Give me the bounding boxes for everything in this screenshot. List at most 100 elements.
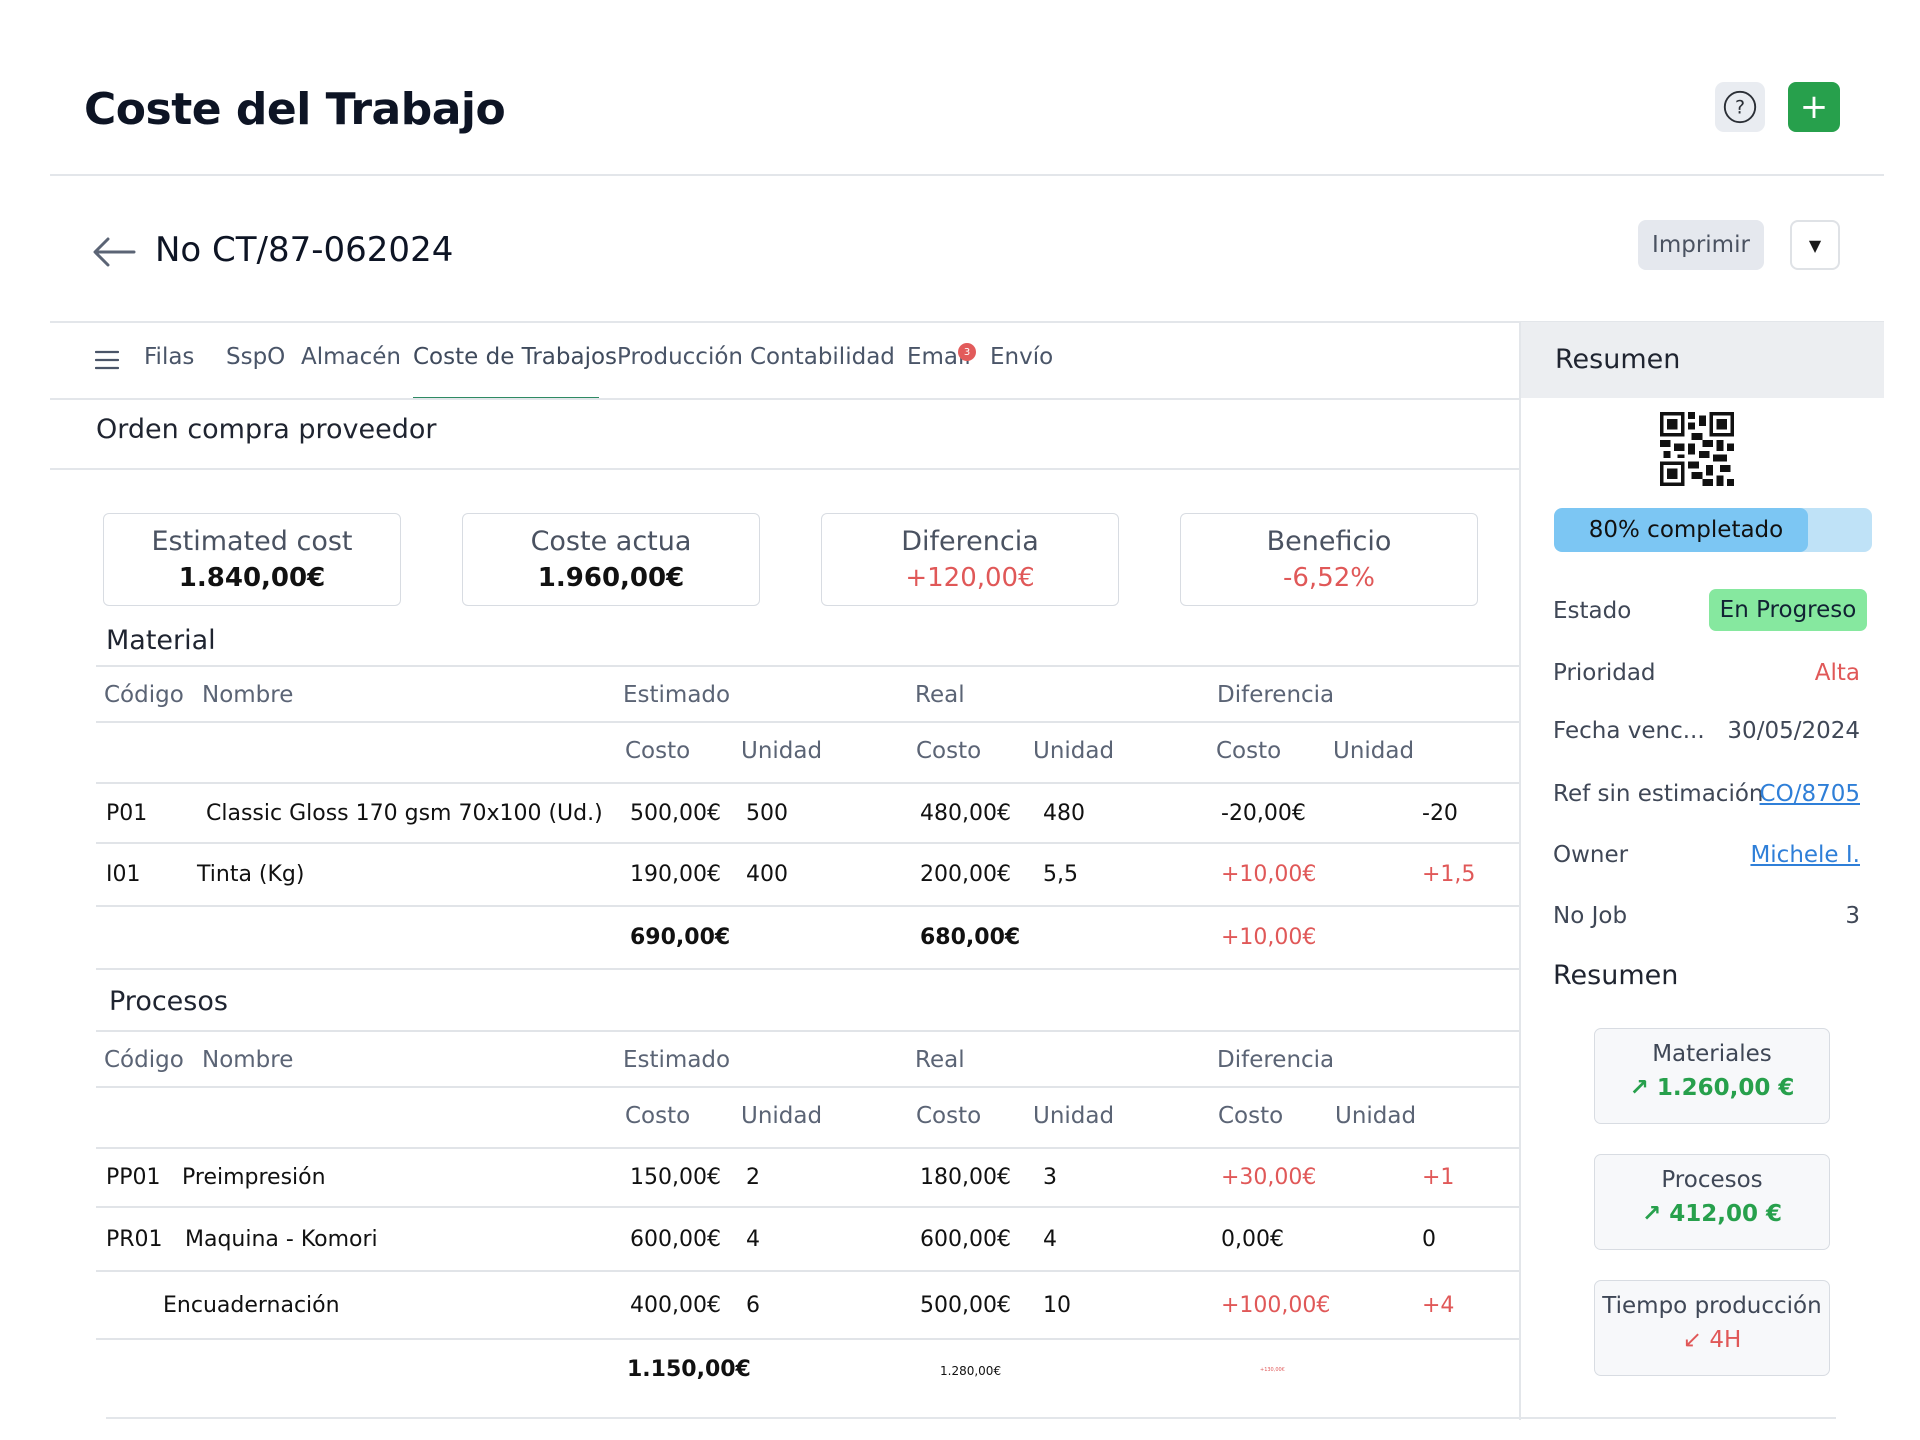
- panel-divider: [1519, 322, 1521, 1420]
- header-code: Código: [104, 1047, 184, 1073]
- row-divider: [96, 665, 1520, 667]
- job-value: 3: [1845, 903, 1860, 929]
- header-real: Real: [915, 682, 965, 708]
- cell-diff-cost: +10,00€: [1221, 862, 1317, 887]
- prioridad-value: Alta: [1814, 660, 1860, 686]
- row-divider: [96, 782, 1520, 784]
- cell-real-cost: 480,00€: [920, 801, 1011, 826]
- cell-name: Classic Gloss 170 gsm 70x100 (Ud.): [206, 801, 603, 826]
- header-diff-cost: Costo: [1218, 1103, 1284, 1129]
- question-circle-icon: ?: [1723, 90, 1757, 124]
- cell-diff-cost: +30,00€: [1221, 1165, 1317, 1190]
- material-total-diff-cost: +10,00€: [1221, 925, 1317, 950]
- caret-down-icon: ▼: [1808, 235, 1822, 255]
- tab-produccion[interactable]: Producción: [617, 344, 743, 370]
- cell-code: PR01: [106, 1227, 163, 1252]
- ref-link[interactable]: CO/8705: [1759, 781, 1860, 807]
- summary-card-label: Procesos: [1661, 1167, 1763, 1193]
- row-divider: [96, 1086, 1520, 1088]
- row-divider: [96, 1270, 1520, 1272]
- header-est-unit: Unidad: [741, 738, 823, 764]
- add-button[interactable]: +: [1788, 82, 1840, 132]
- cell-code: P01: [106, 801, 148, 826]
- cell-real-cost: 500,00€: [920, 1293, 1011, 1318]
- header-estimated: Estimado: [623, 682, 731, 708]
- status-badge: En Progreso: [1709, 589, 1867, 631]
- cell-est-unit: 6: [746, 1293, 760, 1318]
- cell-real-unit: 4: [1043, 1227, 1057, 1252]
- help-button[interactable]: ?: [1715, 82, 1765, 132]
- header-est-cost: Costo: [625, 738, 691, 764]
- summary-subtitle: Resumen: [1553, 960, 1679, 991]
- summary-panel-header: Resumen: [1521, 322, 1884, 398]
- material-total-est-cost: 690,00€: [630, 925, 731, 950]
- tab-contabilidad[interactable]: Contabilidad: [750, 344, 895, 370]
- kpi-card-actual: Coste actua 1.960,00€: [462, 513, 760, 606]
- kpi-label: Estimated cost: [151, 526, 353, 557]
- header-est-unit: Unidad: [741, 1103, 823, 1129]
- cell-est-cost: 600,00€: [630, 1227, 721, 1252]
- cell-name: Preimpresión: [182, 1165, 326, 1190]
- cell-code: I01: [106, 862, 141, 887]
- header-real-unit: Unidad: [1033, 1103, 1115, 1129]
- summary-card-value: ↗ 412,00 €: [1641, 1201, 1783, 1227]
- owner-label: Owner: [1553, 842, 1629, 868]
- cell-diff-unit: +1: [1422, 1165, 1455, 1190]
- tab-filas[interactable]: Filas: [144, 344, 195, 370]
- cell-diff-unit: -20: [1422, 801, 1458, 826]
- kpi-value: 1.840,00€: [178, 563, 326, 593]
- tab-envio[interactable]: Envío: [990, 344, 1054, 370]
- owner-link[interactable]: Michele I.: [1750, 842, 1860, 868]
- print-button[interactable]: Imprimir: [1638, 220, 1764, 270]
- cell-est-cost: 190,00€: [630, 862, 721, 887]
- material-title: Material: [106, 625, 216, 656]
- qr-code-icon: [1660, 412, 1734, 486]
- cell-real-unit: 5,5: [1043, 862, 1078, 887]
- cell-real-unit: 480: [1043, 801, 1085, 826]
- header-real-cost: Costo: [916, 1103, 982, 1129]
- kpi-label: Beneficio: [1266, 526, 1392, 557]
- kpi-card-benefit: Beneficio -6,52%: [1180, 513, 1478, 606]
- row-divider: [96, 905, 1520, 907]
- cell-real-unit: 10: [1043, 1293, 1071, 1318]
- summary-card-materials: Materiales ↗ 1.260,00 €: [1594, 1028, 1830, 1124]
- processes-total-est-cost: 1.150,00€: [627, 1357, 751, 1382]
- cell-diff-unit: 0: [1422, 1227, 1436, 1252]
- more-dropdown-button[interactable]: ▼: [1790, 220, 1840, 270]
- header-name: Nombre: [202, 682, 294, 708]
- header-difference: Diferencia: [1217, 1047, 1335, 1073]
- svg-text:?: ?: [1735, 97, 1745, 119]
- cell-name: Maquina - Komori: [185, 1227, 378, 1252]
- tab-sspo[interactable]: SspO: [226, 344, 286, 370]
- job-label: No Job: [1553, 903, 1628, 929]
- cell-real-unit: 3: [1043, 1165, 1057, 1190]
- cell-est-unit: 500: [746, 801, 788, 826]
- tab-coste-de-trabajos[interactable]: Coste de Trabajos: [413, 344, 618, 370]
- summary-card-processes: Procesos ↗ 412,00 €: [1594, 1154, 1830, 1250]
- prioridad-label: Prioridad: [1553, 660, 1656, 686]
- kpi-label: Diferencia: [901, 526, 1039, 557]
- cell-real-cost: 600,00€: [920, 1227, 1011, 1252]
- row-divider: [96, 1206, 1520, 1208]
- kpi-card-difference: Diferencia +120,00€: [821, 513, 1119, 606]
- processes-total-diff-cost: +130,00€: [1260, 1367, 1285, 1373]
- trend-up-icon: ↗: [1629, 1075, 1657, 1101]
- hamburger-menu-icon[interactable]: [95, 349, 119, 371]
- cell-est-unit: 400: [746, 862, 788, 887]
- header-divider: [50, 174, 1884, 176]
- tab-almacen[interactable]: Almacén: [301, 344, 401, 370]
- plus-icon: +: [1799, 87, 1829, 127]
- estado-label: Estado: [1553, 598, 1632, 624]
- cell-diff-cost: -20,00€: [1221, 801, 1306, 826]
- row-divider: [96, 842, 1520, 844]
- header-code: Código: [104, 682, 184, 708]
- header-estimated: Estimado: [623, 1047, 731, 1073]
- summary-card-label: Tiempo producción: [1602, 1293, 1822, 1319]
- row-divider: [96, 968, 1520, 970]
- cell-est-unit: 4: [746, 1227, 760, 1252]
- processes-total-real-cost: 1.280,00€: [940, 1364, 1002, 1378]
- cell-diff-cost: +100,00€: [1221, 1293, 1331, 1318]
- kpi-label: Coste actua: [530, 526, 692, 557]
- back-arrow-icon[interactable]: [92, 234, 136, 270]
- header-diff-unit: Unidad: [1333, 738, 1415, 764]
